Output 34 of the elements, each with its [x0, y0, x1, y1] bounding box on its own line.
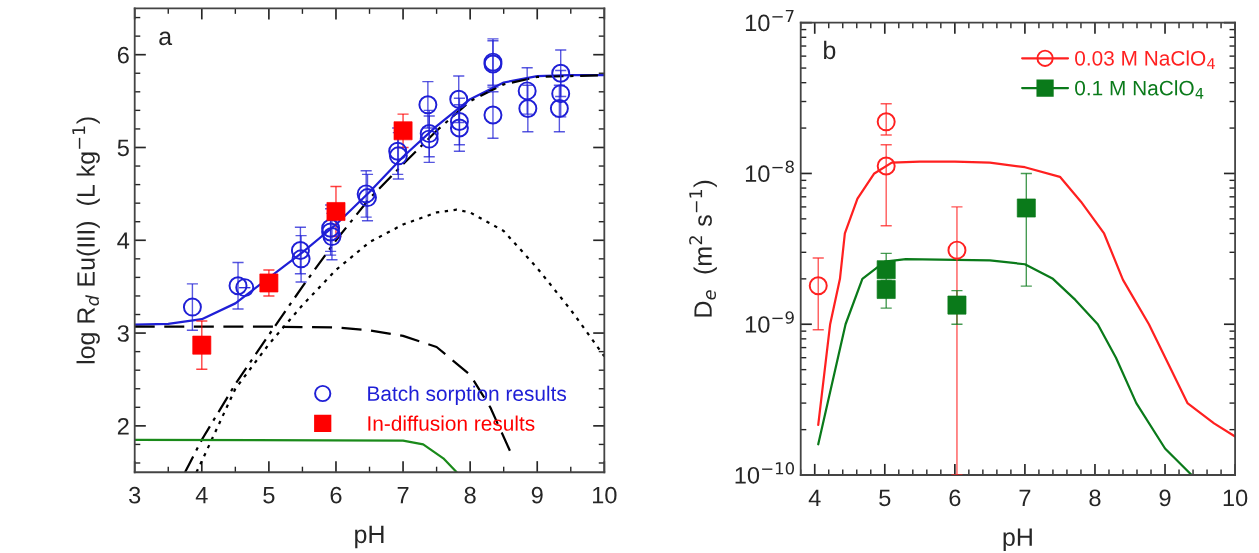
x-tick-label: 10 — [592, 486, 617, 504]
y-tick-label: 6 — [117, 46, 129, 64]
y-axis-title: D$_{e}$ (m$^{2}$ s$^{−1}$) — [689, 180, 717, 317]
x-tick-label: 10 — [1223, 489, 1248, 507]
x-tick-label: 4 — [195, 487, 208, 504]
x-tick-label: 4 — [808, 489, 821, 507]
legend-label: Batch sorption results — [368, 385, 567, 406]
legend-label: 0.1 M NaClO$_{4}$ — [1075, 80, 1204, 99]
y-tick-label: 10$^{−7}$ — [745, 9, 794, 32]
x-tick-label: 9 — [1159, 489, 1171, 507]
y-tick-label: 10$^{−8}$ — [745, 160, 794, 183]
y-tick-label: 2 — [117, 417, 129, 435]
legend-label: In-diffusion results — [368, 415, 535, 431]
y-tick-label: 4 — [117, 232, 130, 249]
x-tick-label: 6 — [949, 489, 961, 507]
annotation: a — [159, 31, 173, 46]
x-tick-label: 3 — [129, 486, 141, 504]
x-axis-title: pH — [355, 525, 384, 549]
x-tick-label: 9 — [531, 486, 543, 504]
y-tick-label: 10$^{−9}$ — [745, 311, 794, 333]
x-tick-label: 5 — [879, 489, 891, 507]
y-axis-title: log R$_{d}$ Eu(III) (L kg$^{−1}$) — [72, 117, 100, 364]
x-tick-label: 6 — [330, 486, 342, 504]
annotation: b — [824, 40, 836, 60]
y-tick-label: 3 — [117, 325, 129, 342]
legend-label: 0.03 M NaClO$_{4}$ — [1075, 50, 1215, 69]
x-tick-label: 7 — [397, 487, 409, 504]
x-axis-title: pH — [1003, 528, 1032, 551]
x-tick-label: 5 — [263, 487, 275, 504]
x-tick-label: 7 — [1019, 489, 1031, 507]
x-tick-label: 8 — [464, 486, 476, 504]
y-tick-label: 5 — [117, 139, 129, 157]
y-tick-label: 10$^{−10}$ — [735, 462, 795, 484]
x-tick-label: 8 — [1089, 489, 1101, 507]
